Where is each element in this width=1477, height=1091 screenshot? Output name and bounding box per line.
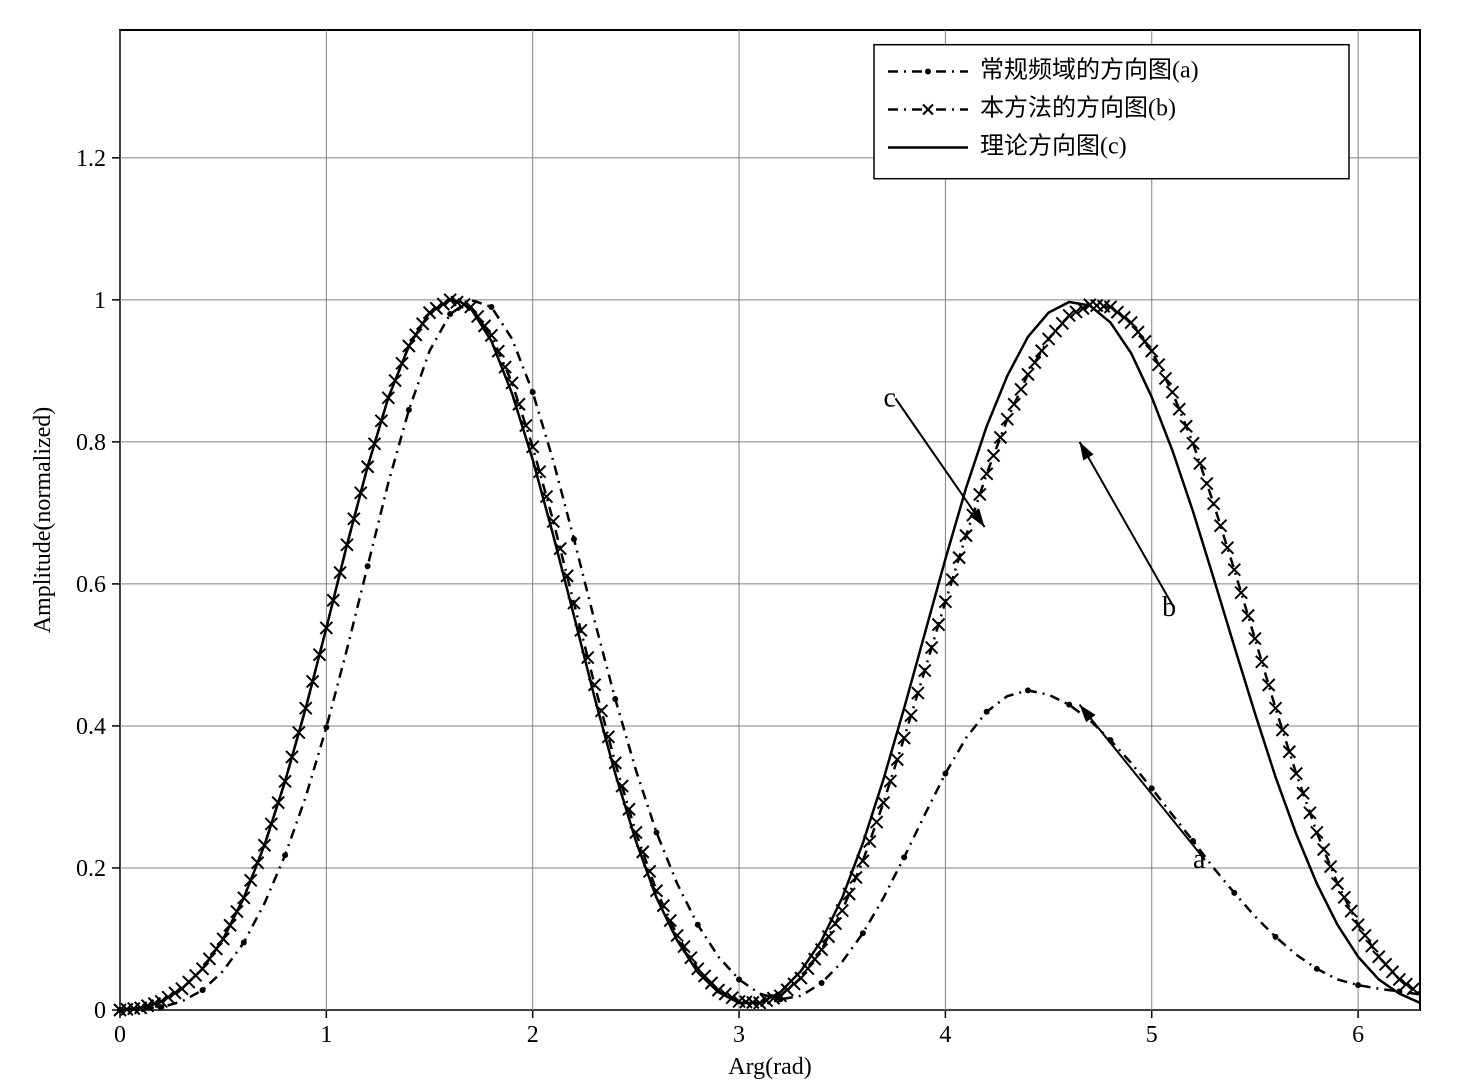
x-tick-label: 0 [114, 1022, 126, 1048]
legend-label: 常规频域的方向图(a) [980, 57, 1199, 84]
y-tick-label: 1 [94, 288, 106, 314]
legend-label: 本方法的方向图(b) [980, 95, 1176, 122]
y-tick-label: 0.6 [76, 572, 106, 598]
y-tick-label: 0.2 [76, 856, 106, 882]
y-axis-label: Amplitude(normalized) [30, 407, 56, 634]
annotation-label: a [1193, 844, 1206, 875]
x-tick-label: 6 [1352, 1022, 1364, 1048]
x-axis-label: Arg(rad) [728, 1054, 812, 1080]
y-tick-label: 0.4 [76, 714, 106, 740]
x-tick-label: 3 [733, 1022, 745, 1048]
x-tick-label: 5 [1146, 1022, 1158, 1048]
y-tick-label: 0 [94, 998, 106, 1024]
x-tick-label: 1 [320, 1022, 332, 1048]
x-tick-label: 4 [939, 1022, 951, 1048]
annotation-label: c [883, 382, 895, 413]
line-chart: 0 1 2 3 4 5 6 0 0.2 0.4 0.6 0.8 1 1.2 Arg(rad) Amplitud… [0, 0, 1477, 1091]
y-tick-label: 1.2 [76, 146, 106, 172]
legend-label: 理论方向图(c) [980, 133, 1127, 160]
x-tick-label: 2 [527, 1022, 539, 1048]
y-tick-label: 0.8 [76, 430, 106, 456]
annotation-label: b [1162, 592, 1176, 623]
